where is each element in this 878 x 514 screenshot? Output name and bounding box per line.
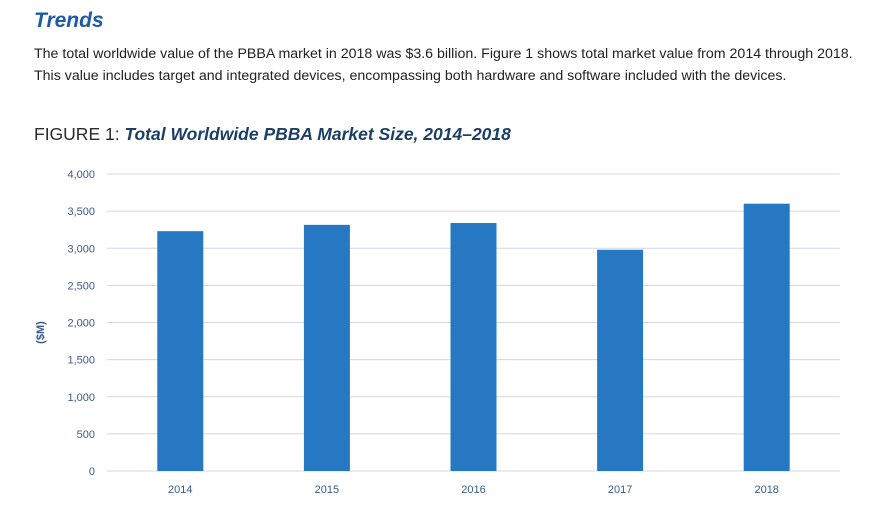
y-tick-label: 0 [89, 466, 95, 478]
y-tick-label: 2,000 [67, 318, 95, 330]
y-tick-label: 4,000 [67, 169, 95, 181]
x-tick-label: 2016 [461, 484, 485, 496]
x-tick-label: 2018 [754, 484, 778, 496]
y-tick-label: 1,500 [67, 355, 95, 367]
bars [157, 203, 790, 471]
bar-2016 [450, 223, 497, 471]
intro-paragraph: The total worldwide value of the PBBA ma… [34, 46, 853, 84]
x-axis-ticks: 2014 2015 2016 2017 2018 [168, 484, 779, 496]
figure-title: Total Worldwide PBBA Market Size, 2014–2… [124, 124, 511, 144]
figure-label: FIGURE 1: [34, 124, 125, 144]
bar-2018 [743, 203, 790, 471]
y-tick-label: 3,000 [67, 243, 95, 255]
y-axis-title: ($M) [35, 321, 47, 344]
figure-caption: FIGURE 1: Total Worldwide PBBA Market Si… [34, 124, 511, 145]
bar-2014 [157, 231, 204, 471]
y-tick-label: 2,500 [67, 280, 95, 292]
bar-2017 [597, 249, 644, 471]
y-tick-label: 3,500 [67, 206, 95, 218]
bar-chart: 05001,0001,5002,0002,5003,0003,5004,000 … [35, 169, 840, 496]
section-title: Trends [34, 9, 104, 32]
y-tick-label: 500 [77, 429, 95, 441]
y-tick-label: 1,000 [67, 392, 95, 404]
x-tick-label: 2015 [315, 484, 339, 496]
bar-2015 [303, 224, 350, 471]
y-axis-ticks: 0 500 1,000 1,500 2,000 2,500 3,000 3,500 4,000 [67, 169, 95, 478]
x-tick-label: 2014 [168, 484, 192, 496]
x-tick-label: 2017 [608, 484, 632, 496]
